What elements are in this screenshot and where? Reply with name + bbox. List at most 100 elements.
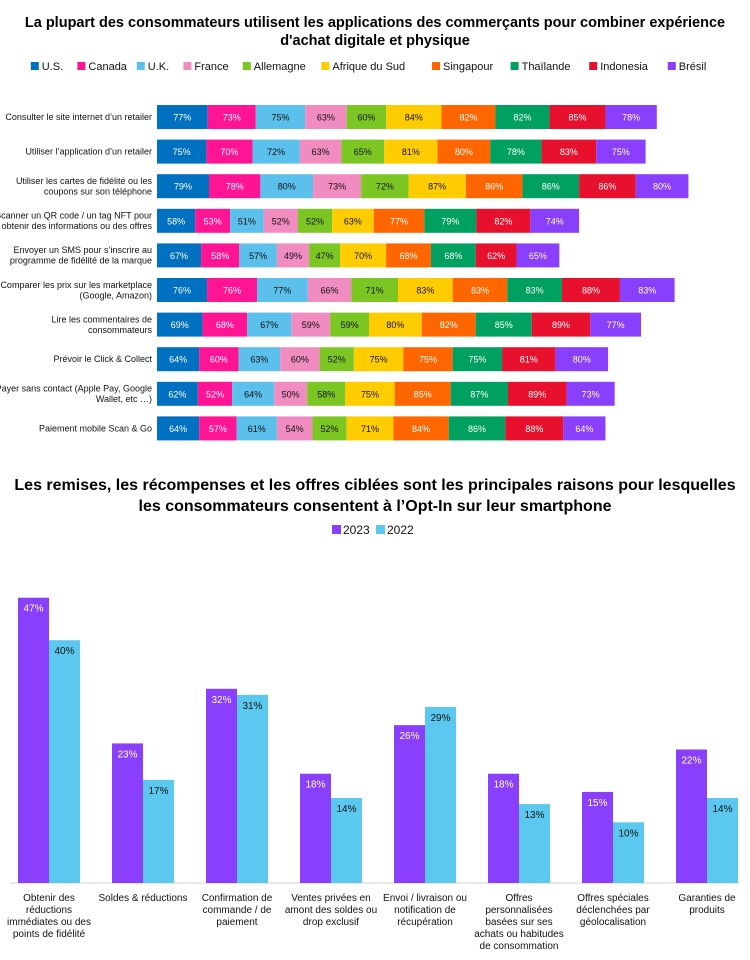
data-label: 79% <box>174 182 192 192</box>
category-label: (Google, Amazon) <box>79 290 152 300</box>
data-label: 13% <box>524 810 544 821</box>
data-label: 67% <box>170 251 188 261</box>
data-label: 82% <box>494 216 512 226</box>
category-label: Offres <box>505 893 532 904</box>
data-label: 65% <box>354 147 372 157</box>
category-label: Payer sans contact (Apple Pay, Google <box>0 384 152 394</box>
category-label: Garanties de <box>678 893 736 904</box>
data-label: 67% <box>260 320 278 330</box>
data-label: 65% <box>529 251 547 261</box>
data-label: 23% <box>117 749 137 760</box>
data-label: 15% <box>587 798 607 809</box>
category-label: achats ou habitudes <box>474 929 564 940</box>
legend-swatch <box>77 62 85 70</box>
data-label: 88% <box>582 286 600 296</box>
category-label: Prévoir le Click & Collect <box>53 354 152 364</box>
legend-label: France <box>194 61 228 73</box>
legend-label: Brésil <box>679 61 707 73</box>
data-label: 84% <box>405 113 423 123</box>
data-label: 68% <box>216 320 234 330</box>
data-label: 47% <box>316 251 334 261</box>
data-label: 75% <box>612 147 630 157</box>
data-label: 31% <box>242 701 262 712</box>
data-label: 57% <box>249 251 267 261</box>
data-label: 81% <box>402 147 420 157</box>
legend-label: Singapour <box>443 61 493 73</box>
data-label: 83% <box>560 147 578 157</box>
category-label: drop exclusif <box>303 917 359 928</box>
data-label: 89% <box>528 389 546 399</box>
category-label: Envoyer un SMS pour s’inscrire au <box>13 245 152 255</box>
legend-label: U.S. <box>42 61 63 73</box>
bar <box>112 743 143 883</box>
data-label: 77% <box>390 216 408 226</box>
data-label: 70% <box>354 251 372 261</box>
category-label: Wallet, etc …) <box>96 394 152 404</box>
legend-label: Allemagne <box>254 61 306 73</box>
data-label: 60% <box>210 355 228 365</box>
data-label: 79% <box>441 216 459 226</box>
data-label: 32% <box>211 695 231 706</box>
legend-swatch <box>589 62 597 70</box>
data-label: 61% <box>248 424 266 434</box>
data-label: 70% <box>220 147 238 157</box>
category-label: Paiement mobile Scan & Go <box>39 423 152 433</box>
bar <box>49 640 80 883</box>
data-label: 75% <box>370 355 388 365</box>
legend-label: Afrique du Sud <box>332 61 405 73</box>
data-label: 49% <box>284 251 302 261</box>
data-label: 53% <box>204 216 222 226</box>
legend-label: Indonesia <box>600 61 649 73</box>
data-label: 57% <box>209 424 227 434</box>
data-label: 87% <box>470 389 488 399</box>
category-label: géolocalisation <box>580 917 646 928</box>
data-label: 52% <box>328 355 346 365</box>
grouped-bar-chart: 2023 2022 47% 40% Obtenir desréductionsimméd… <box>0 455 750 960</box>
data-label: 83% <box>526 286 544 296</box>
category-label: immédiates ou des <box>7 917 91 928</box>
bar <box>18 598 49 883</box>
legend-swatch <box>137 62 145 70</box>
data-label: 75% <box>271 113 289 123</box>
legend-swatch <box>668 62 676 70</box>
data-label: 77% <box>607 320 625 330</box>
category-label: Utiliser les cartes de fidélité ou les <box>16 176 153 186</box>
data-label: 64% <box>169 424 187 434</box>
category-label: consommateurs <box>88 325 153 335</box>
data-label: 73% <box>328 182 346 192</box>
data-label: 82% <box>459 113 477 123</box>
category-label: déclenchées par <box>576 905 650 916</box>
data-label: 77% <box>273 286 291 296</box>
category-label: Confirmation de <box>202 893 273 904</box>
data-label: 51% <box>238 216 256 226</box>
data-label: 83% <box>416 286 434 296</box>
data-label: 83% <box>638 286 656 296</box>
data-label: 82% <box>513 113 531 123</box>
data-label: 58% <box>211 251 229 261</box>
legend-swatch <box>243 62 251 70</box>
data-label: 69% <box>171 320 189 330</box>
data-label: 83% <box>471 286 489 296</box>
data-label: 80% <box>386 320 404 330</box>
data-label: 86% <box>598 182 616 192</box>
data-label: 18% <box>305 780 325 791</box>
legend-swatch <box>511 62 519 70</box>
category-label: Utiliser l’application d’un retailer <box>25 147 152 157</box>
data-label: 80% <box>455 147 473 157</box>
category-label: produits <box>689 905 725 916</box>
data-label: 59% <box>341 320 359 330</box>
data-label: 80% <box>573 355 591 365</box>
bar <box>425 707 456 883</box>
data-label: 80% <box>278 182 296 192</box>
data-label: 68% <box>400 251 418 261</box>
category-label: Envoi / livraison ou <box>383 893 467 904</box>
category-label: personnalisées <box>485 905 552 916</box>
data-label: 86% <box>485 182 503 192</box>
category-label: points de fidélité <box>13 929 86 940</box>
category-label: Scanner un QR code / un tag NFT pour <box>0 211 152 221</box>
data-label: 52% <box>321 424 339 434</box>
data-label: 88% <box>525 424 543 434</box>
legend-label: Canada <box>88 61 127 73</box>
data-label: 71% <box>366 286 384 296</box>
stacked-bar-chart: U.S. Canada U.K. France Allemagne Afrique du … <box>0 0 750 455</box>
